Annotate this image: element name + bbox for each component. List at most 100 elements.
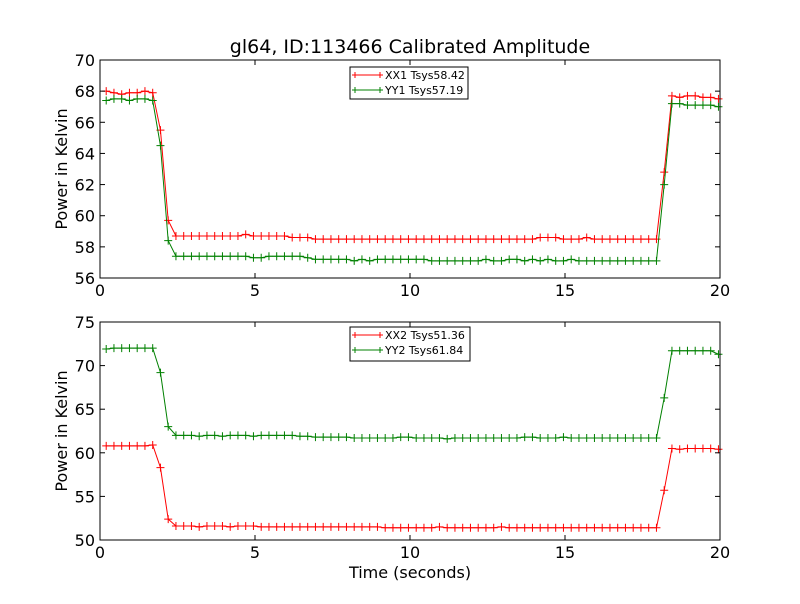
bottom-series-2-point	[148, 344, 157, 353]
bottom-series-1-point	[218, 522, 227, 531]
bottom-series-2-point	[319, 433, 328, 442]
top-series-1-point	[249, 231, 258, 240]
bottom-series-2-point	[226, 431, 235, 440]
top-series-1-point	[582, 233, 591, 242]
bottom-series-1-point	[419, 523, 428, 532]
bottom-series-1-point	[109, 441, 118, 450]
bottom-series-1-point	[303, 522, 312, 531]
top-series-1-point	[373, 235, 382, 244]
bottom-series-1-point	[404, 523, 413, 532]
top-series-1-point	[226, 231, 235, 240]
bottom-series-1-point	[210, 522, 219, 531]
top-series-2-point	[133, 94, 142, 103]
top-y-tick-label: 56	[75, 269, 95, 288]
bottom-series-1-point	[543, 523, 552, 532]
bottom-series-1-point	[350, 522, 359, 531]
bottom-series-2-point	[683, 346, 692, 355]
top-series-1-point	[288, 233, 297, 242]
top-series-2-point	[264, 252, 273, 261]
bottom-series-2-point	[164, 422, 173, 431]
bottom-series-1-point	[187, 522, 196, 531]
bottom-series-2-point	[140, 344, 149, 353]
bottom-series-2-point	[210, 431, 219, 440]
top-series-1-point	[489, 235, 498, 244]
bottom-series-1-point	[660, 486, 669, 495]
top-series-1-point	[319, 235, 328, 244]
bottom-series-1-point	[559, 523, 568, 532]
top-series-1-point	[559, 235, 568, 244]
top-series-1-point	[590, 235, 599, 244]
top-series-1-point	[311, 235, 320, 244]
bottom-series-1-point	[520, 523, 529, 532]
top-series-2-point	[419, 255, 428, 264]
bottom-series-2-point	[125, 344, 134, 353]
bottom-series-2-point	[187, 431, 196, 440]
top-series-2-point	[605, 256, 614, 265]
top-series-1-point	[187, 231, 196, 240]
bottom-series-1-point	[474, 523, 483, 532]
bottom-series-1-point	[698, 444, 707, 453]
top-y-tick-label: 62	[75, 176, 95, 195]
bottom-series-1-point	[125, 441, 134, 450]
bottom-series-2-point	[505, 433, 514, 442]
bottom-series-1-point	[489, 523, 498, 532]
bottom-y-tick-label: 55	[75, 487, 95, 506]
top-legend-box	[349, 66, 469, 100]
top-series-2-point	[698, 101, 707, 110]
top-series-2-point	[466, 256, 475, 265]
bottom-series-1-point	[249, 522, 258, 531]
bottom-series-1-point	[435, 522, 444, 531]
bottom-series-1-point	[466, 523, 475, 532]
bottom-series-2-point	[598, 433, 607, 442]
top-y-tick-label: 60	[75, 207, 95, 226]
top-series-1-point	[528, 235, 537, 244]
bottom-series-1-point	[140, 441, 149, 450]
bottom-legend-box	[349, 326, 471, 362]
bottom-series-2-point	[326, 433, 335, 442]
bottom-series-2-point	[691, 346, 700, 355]
top-series-2-point	[660, 180, 669, 189]
top-series-1-point	[272, 231, 281, 240]
top-series-1-point	[598, 235, 607, 244]
bottom-series-2-point	[388, 433, 397, 442]
bottom-series-2-point	[698, 346, 707, 355]
bottom-series-1-point	[512, 523, 521, 532]
bottom-series-2-point	[652, 433, 661, 442]
bottom-series-2-point	[675, 346, 684, 355]
top-series-1-point	[396, 235, 405, 244]
top-series-2-point	[342, 255, 351, 264]
top-series-2-point	[202, 252, 211, 261]
top-series-1-point	[520, 235, 529, 244]
top-series-1-point	[481, 235, 490, 244]
top-series-2-point	[675, 99, 684, 108]
bottom-series-1-point	[644, 523, 653, 532]
top-series-1-point	[691, 91, 700, 100]
bottom-series-2-point	[249, 432, 258, 441]
bottom-x-tick-label: 15	[555, 543, 575, 562]
bottom-series-1-point	[164, 515, 173, 524]
top-series-1-point	[629, 235, 638, 244]
bottom-series-2-point	[109, 344, 118, 353]
bottom-series-2-point	[582, 433, 591, 442]
bottom-y-axis-label: Power in Kelvin	[52, 370, 71, 491]
top-series-1-point	[233, 231, 242, 240]
top-series-1-point	[714, 94, 723, 103]
bottom-series-1-point	[497, 522, 506, 531]
top-series-1-point	[605, 235, 614, 244]
top-series-2-point	[481, 255, 490, 264]
bottom-series-2-point	[458, 433, 467, 442]
top-series-2-point	[195, 252, 204, 261]
top-series-1-point	[497, 235, 506, 244]
top-x-tick-label: 0	[95, 281, 105, 300]
bottom-series-1-point	[156, 463, 165, 472]
top-series-2-point	[233, 252, 242, 261]
bottom-series-1-point	[412, 523, 421, 532]
bottom-series-2-point	[613, 433, 622, 442]
top-series-1-point	[474, 235, 483, 244]
bottom-series-1-point	[311, 522, 320, 531]
top-series-2-point	[559, 256, 568, 265]
top-series-1-point	[350, 235, 359, 244]
bottom-series-2-point	[303, 432, 312, 441]
bottom-series-2-point	[179, 431, 188, 440]
bottom-series-1-point	[450, 523, 459, 532]
